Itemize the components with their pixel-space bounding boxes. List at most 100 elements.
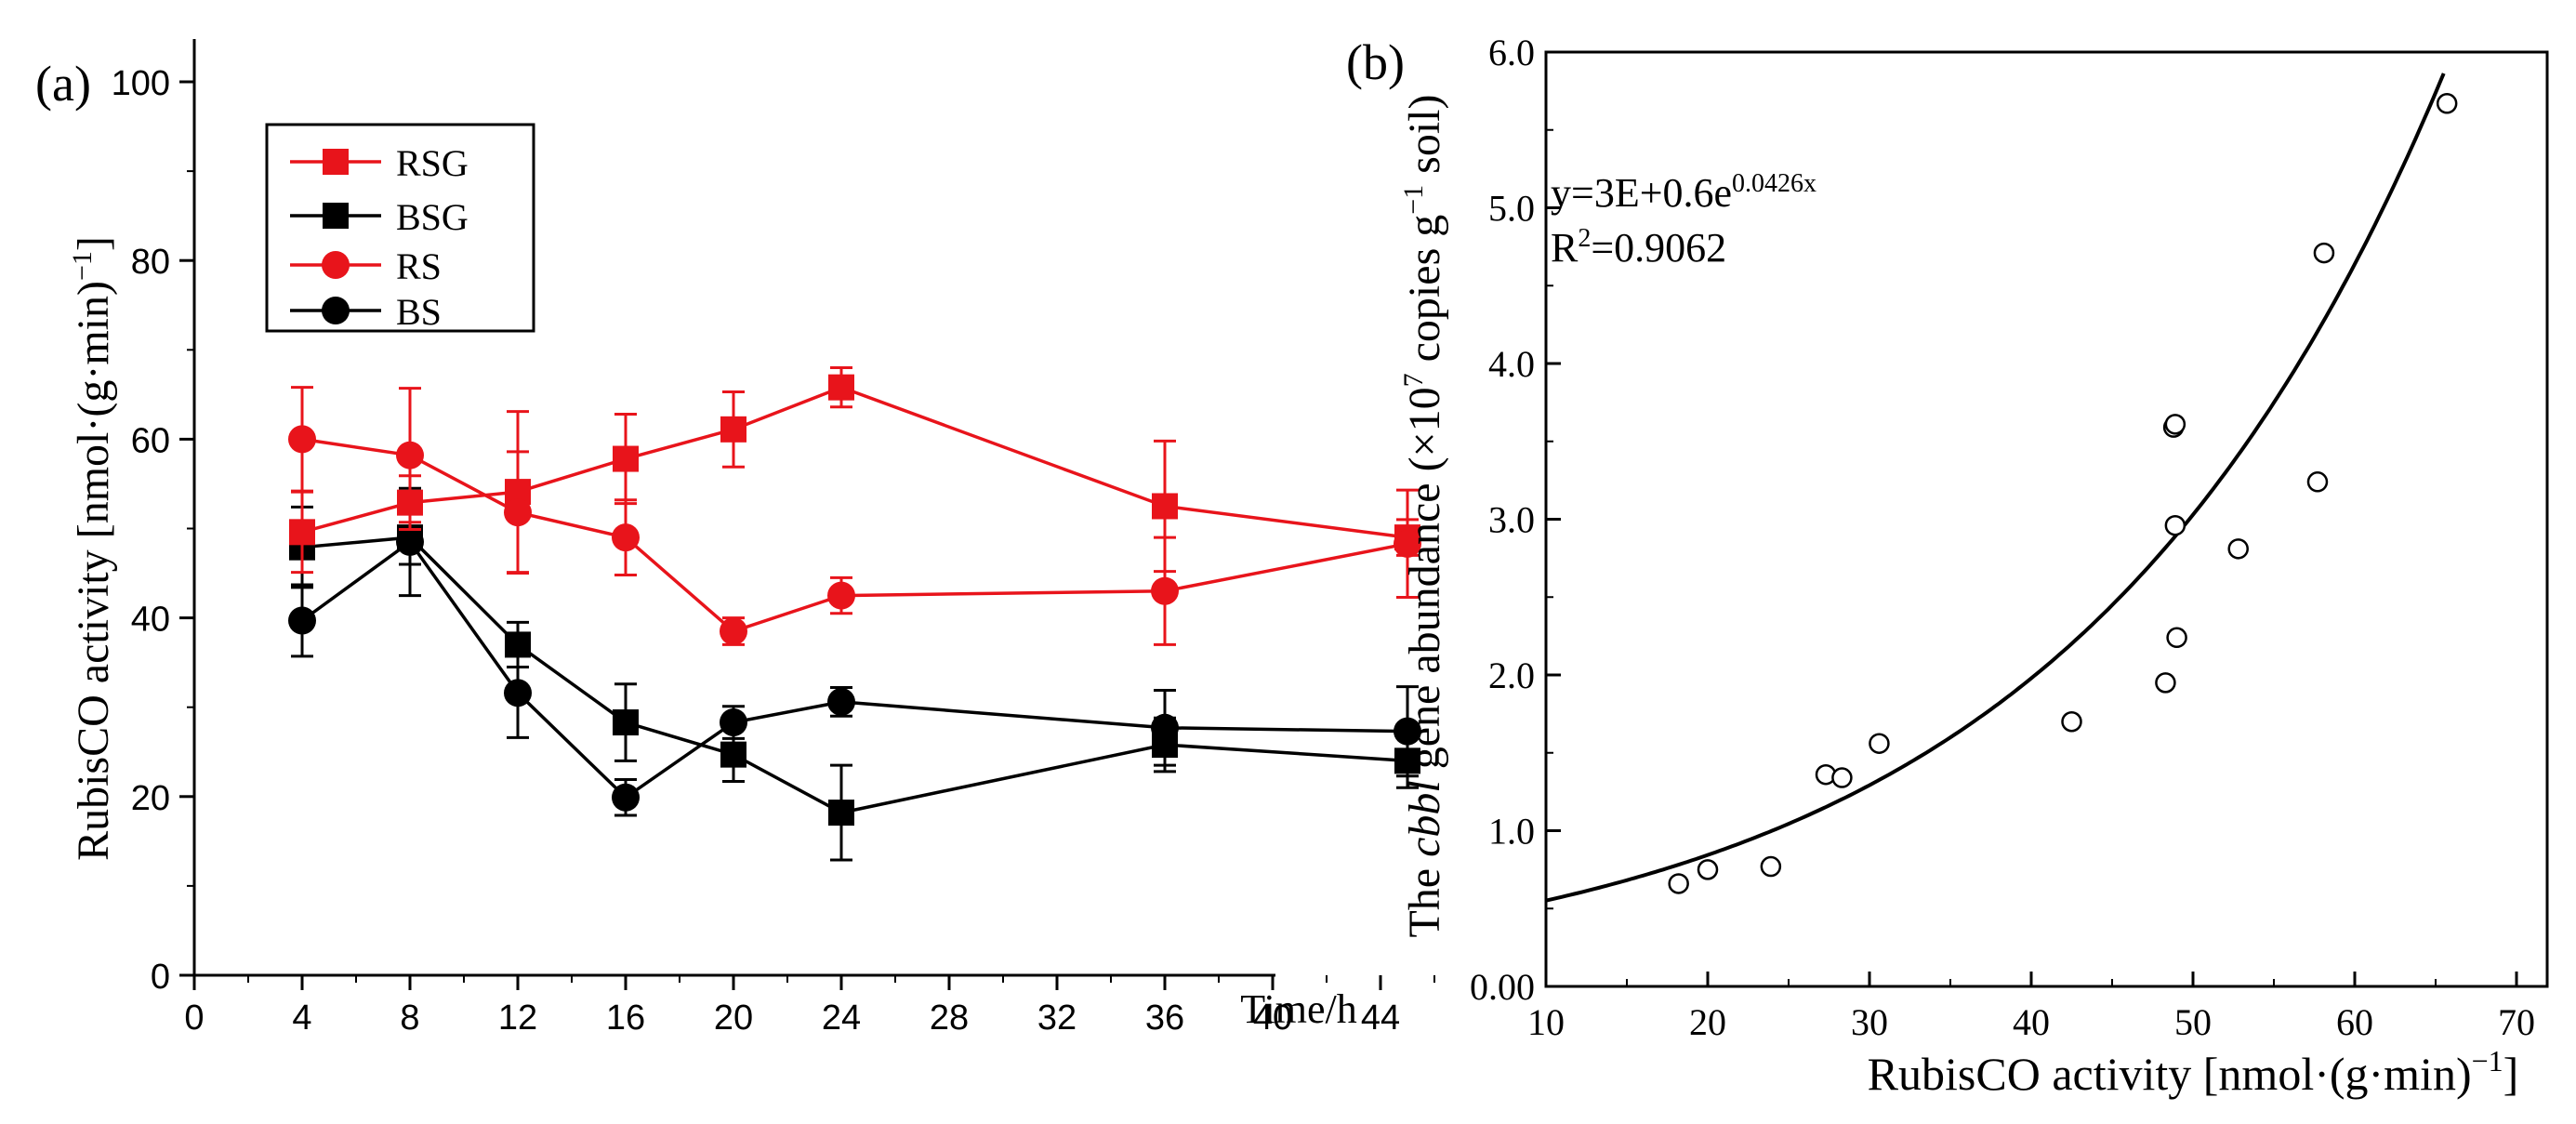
panel-a-y-ticks: 0 20 40 60 80 100 [112, 64, 194, 997]
data-point-circle [288, 425, 316, 454]
scatter-point [2164, 414, 2186, 435]
data-point-circle [1151, 576, 1179, 605]
legend-label: BSG [396, 196, 469, 238]
scatter-point [2166, 627, 2187, 649]
x-tick-label: 8 [400, 998, 419, 1038]
x-tick-label: 28 [930, 998, 969, 1038]
y-tick-label: 2.0 [1488, 655, 1535, 696]
y-tick-label: 40 [131, 601, 170, 640]
series-line [301, 536, 1408, 814]
scatter-point [1697, 859, 1719, 880]
x-tick-label: 20 [714, 998, 753, 1038]
y-tick-label: 3.0 [1488, 499, 1535, 541]
series-line [301, 385, 1408, 539]
data-point-square [613, 709, 639, 736]
scatter-point [2164, 514, 2186, 536]
legend-label: RSG [396, 142, 469, 184]
data-point-square [720, 741, 746, 768]
x-tick-label: 50 [2174, 1001, 2212, 1043]
scatter-point [2436, 93, 2458, 114]
panel-a-y-axis-label: RubisCO activity [nmol·(g·min)−1] [67, 236, 118, 861]
data-point-circle [827, 581, 855, 610]
data-point-square [828, 374, 854, 401]
x-tick-label: 4 [292, 998, 311, 1038]
legend-label: RS [396, 245, 442, 287]
panel-b-y-ticks: 0.00 1.0 2.0 3.0 4.0 5.0 6.0 [1470, 32, 1561, 1008]
data-point-circle [720, 708, 747, 737]
y-tick-label: 100 [112, 64, 170, 103]
legend-label: BS [396, 291, 442, 333]
y-tick-label: 0.00 [1470, 966, 1535, 1008]
data-point-circle [1151, 713, 1179, 742]
series-bs [288, 486, 1421, 817]
y-tick-label: 0 [151, 958, 170, 997]
series-bsg [289, 505, 1420, 862]
panel-b-points [1668, 93, 2458, 894]
legend-marker [323, 203, 349, 229]
x-tick-label: 60 [2336, 1001, 2373, 1043]
panel-a-series [288, 366, 1421, 862]
y-tick-label: 80 [131, 243, 170, 282]
data-point-circle [827, 687, 855, 716]
panel-a-x-axis-label: Time/h [1240, 986, 1357, 1032]
data-point-circle [612, 783, 640, 812]
legend-entry-bs: BS [290, 291, 442, 333]
data-point-square [720, 416, 746, 443]
scatter-point [2061, 711, 2082, 733]
x-tick-label: 32 [1037, 998, 1077, 1038]
y-tick-label: 20 [131, 779, 170, 818]
data-point-circle [396, 527, 424, 556]
data-point-circle [612, 523, 640, 552]
data-point-circle [1394, 529, 1421, 558]
x-tick-label: 44 [1361, 998, 1400, 1038]
series-line [301, 437, 1408, 633]
panel-b-label: (b) [1346, 34, 1405, 90]
x-tick-label: 36 [1145, 998, 1184, 1038]
scatter-point [2313, 242, 2335, 264]
legend-entry-rsg: RSG [290, 142, 469, 184]
y-tick-label: 5.0 [1488, 188, 1535, 230]
panel-a: (a) 0 4 8 12 16 20 24 28 32 36 40 44 0 20 40 60 80 100 T… [35, 39, 1435, 1038]
scatter-point [2306, 471, 2329, 493]
exponential-fit-line [1545, 73, 2446, 903]
x-tick-label: 40 [2013, 1001, 2050, 1043]
scatter-point [1760, 855, 1782, 878]
x-tick-label: 30 [1851, 1001, 1888, 1043]
data-point-circle [1394, 717, 1421, 746]
data-point-square [828, 800, 854, 826]
y-tick-label: 1.0 [1488, 811, 1535, 853]
x-tick-label: 16 [606, 998, 645, 1038]
x-tick-label: 20 [1689, 1001, 1726, 1043]
y-tick-label: 4.0 [1488, 343, 1535, 385]
data-point-circle [504, 498, 532, 527]
data-point-circle [396, 441, 424, 469]
data-point-square [289, 519, 315, 546]
legend-entry-bsg: BSG [290, 196, 469, 238]
fit-r-squared: R2=0.9062 [1551, 224, 1726, 271]
y-tick-label: 60 [131, 421, 170, 460]
scatter-point [1869, 733, 1890, 754]
scatter-point [2155, 672, 2176, 694]
panel-a-x-ticks: 0 4 8 12 16 20 24 28 32 36 40 44 [184, 975, 1435, 1038]
x-tick-label: 0 [184, 998, 204, 1038]
data-point-circle [720, 617, 747, 646]
legend-marker [322, 251, 350, 279]
data-point-circle [288, 606, 316, 635]
fit-equation: y=3E+0.6e0.0426x [1551, 169, 1816, 216]
panel-b-y-axis-label: The cbbl gene abundance (×107 copies g−1… [1398, 94, 1449, 937]
legend-entry-rs: RS [290, 245, 442, 287]
scatter-point [1668, 873, 1689, 894]
x-tick-label: 40 [1253, 998, 1292, 1038]
data-point-square [1152, 493, 1178, 520]
y-tick-label: 6.0 [1488, 32, 1535, 73]
legend-box [265, 123, 535, 333]
series-rs [288, 386, 1421, 646]
data-point-circle [504, 679, 532, 707]
scatter-point [2227, 538, 2249, 560]
x-tick-label: 12 [498, 998, 537, 1038]
series-rsg [289, 366, 1420, 575]
panel-b-x-axis-label: RubisCO activity [nmol·(g·min)−1] [1868, 1044, 2519, 1100]
data-point-square [613, 445, 639, 472]
